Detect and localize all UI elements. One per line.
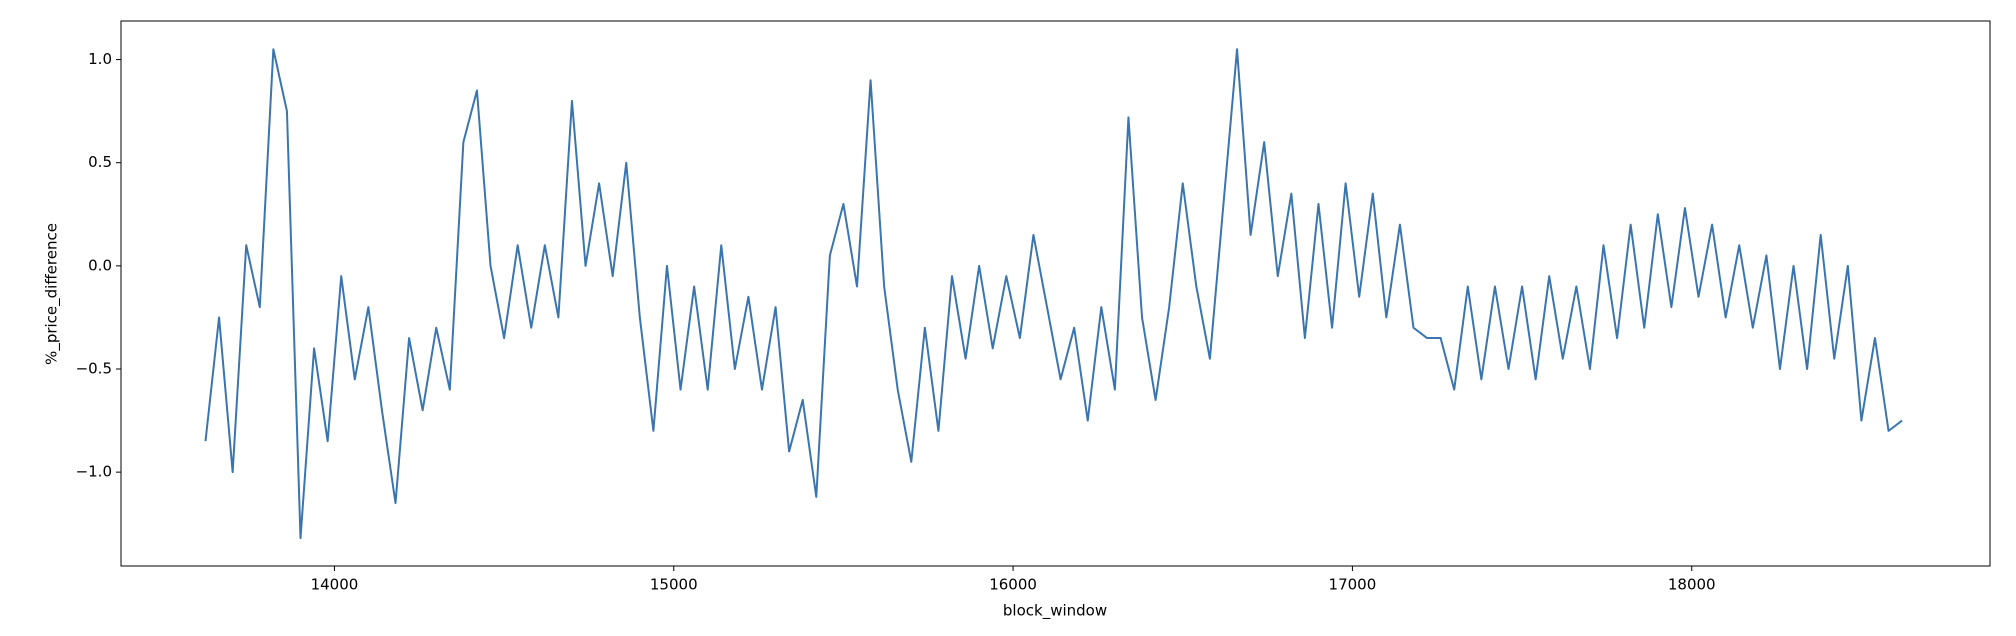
- y-tick-label: −1.0: [76, 463, 112, 481]
- x-tick-label: 17000: [1329, 576, 1377, 594]
- data-line: [204, 48, 1903, 540]
- y-tick-label: 1.0: [88, 50, 112, 68]
- x-tick-label: 14000: [311, 576, 359, 594]
- y-tick-label: 0.0: [88, 256, 112, 274]
- y-axis-label: %_price_difference: [43, 223, 62, 365]
- x-tick-label: 16000: [989, 576, 1037, 594]
- x-tick-label: 18000: [1668, 576, 1716, 594]
- x-tick-label: 15000: [650, 576, 698, 594]
- y-tick-label: −0.5: [76, 359, 112, 377]
- y-tick-label: 0.5: [88, 153, 112, 171]
- x-axis-label: block_window: [1003, 602, 1107, 621]
- plot-frame: [120, 20, 1991, 567]
